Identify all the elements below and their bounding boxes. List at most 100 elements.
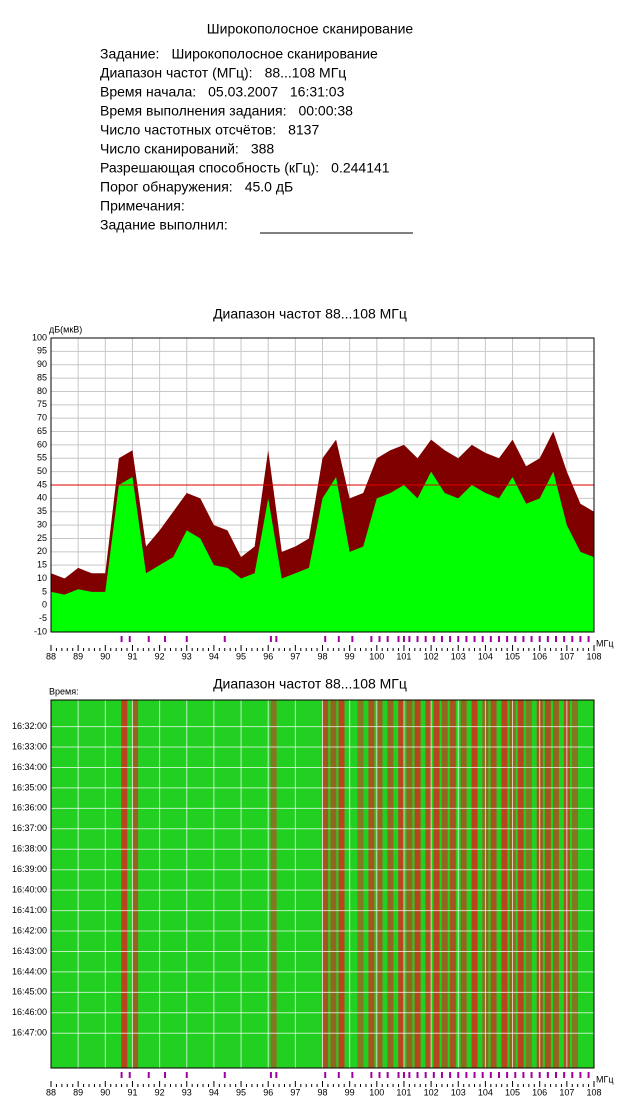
x-tick-label: 108 [586,1087,601,1097]
signal-stripe [571,700,578,1068]
x-tick-label: 106 [532,1087,547,1097]
signal-stripe [121,700,128,1068]
y-tick-label: 60 [37,439,47,449]
y-tick-label: 16:42:00 [12,925,47,935]
signal-stripe [387,700,394,1068]
signal-stripe [376,700,383,1068]
x-tick-label: 92 [155,651,165,661]
x-tick-label: 96 [263,1087,273,1097]
signal-stripe [441,700,448,1068]
y-tick-label: 16:40:00 [12,885,47,895]
x-tick-label: 99 [345,651,355,661]
x-tick-label: 90 [100,651,110,661]
field-value: 88...108 МГц [265,65,347,81]
y-tick-label: 55 [37,453,47,463]
x-tick-label: 97 [290,651,300,661]
y-tick-label: 30 [37,519,47,529]
x-tick-label: 103 [451,1087,466,1097]
y-tick-label: 16:32:00 [12,721,47,731]
signal-stripe [132,700,139,1068]
y-tick-label: 15 [37,560,47,570]
signal-stripe [517,700,524,1068]
y-tick-label: 50 [37,466,47,476]
y-tick-label: 16:37:00 [12,823,47,833]
signal-stripe [490,700,497,1068]
y-tick-label: 25 [37,533,47,543]
y-tick-label: 5 [42,586,47,596]
y-tick-label: 16:43:00 [12,946,47,956]
x-tick-label: 94 [209,1087,219,1097]
y-tick-label: -5 [39,613,47,623]
x-tick-label: 103 [451,651,466,661]
x-tick-label: 93 [182,651,192,661]
field-value: 8137 [288,122,319,138]
x-tick-label: 89 [73,1087,83,1097]
y-tick-label: 40 [37,493,47,503]
signal-stripe [449,700,456,1068]
x-tick-label: 100 [369,1087,384,1097]
field-label: Число частотных отсчётов: [100,122,276,138]
x-tick-label: 107 [559,1087,574,1097]
signal-stripe [357,700,364,1068]
y-tick-label: 16:38:00 [12,844,47,854]
signal-stripe [501,700,508,1068]
x-tick-label: 88 [46,651,56,661]
field-label: Задание выполнил: [100,217,228,233]
y-tick-label: 45 [37,479,47,489]
field-label: Время начала: [100,84,196,100]
x-tick-label: 96 [263,651,273,661]
y-tick-label: 16:34:00 [12,762,47,772]
x-tick-label: 95 [236,1087,246,1097]
signal-stripe [398,700,405,1068]
x-axis-label: МГц [596,1074,614,1084]
y-tick-label: 16:46:00 [12,1007,47,1017]
x-tick-label: 102 [424,651,439,661]
signal-stripe [425,700,432,1068]
y-tick-label: 16:47:00 [12,1028,47,1038]
signal-stripe [433,700,440,1068]
x-tick-label: 104 [478,651,493,661]
signal-stripe [460,700,467,1068]
x-tick-label: 97 [290,1087,300,1097]
x-tick-label: 106 [532,651,547,661]
plot-frame [50,699,595,1069]
signal-stripe [414,700,421,1068]
field-label: Задание: [100,46,159,62]
y-tick-label: 75 [37,399,47,409]
signal-stripe [338,700,345,1068]
x-tick-label: 91 [127,1087,137,1097]
field-label: Число сканирований: [100,141,239,157]
y-tick-label: 70 [37,413,47,423]
field-value: 05.03.2007 16:31:03 [208,84,344,100]
y-tick-label: 16:45:00 [12,987,47,997]
x-tick-label: 89 [73,651,83,661]
chart-title: Диапазон частот 88...108 МГц [213,676,407,692]
y-tick-label: 95 [37,346,47,356]
x-tick-label: 99 [345,1087,355,1097]
x-tick-label: 93 [182,1087,192,1097]
plot-frame [50,337,595,633]
y-tick-label: 20 [37,546,47,556]
y-tick-label: 80 [37,386,47,396]
y-tick-label: 90 [37,359,47,369]
x-tick-label: 104 [478,1087,493,1097]
chart-title: Диапазон частот 88...108 МГц [213,306,407,322]
field-value: Широкополосное сканирование [171,46,378,62]
x-tick-label: 95 [236,651,246,661]
y-tick-label: 16:35:00 [12,782,47,792]
x-tick-label: 94 [209,651,219,661]
y-tick-label: 16:33:00 [12,741,47,751]
x-tick-label: 92 [155,1087,165,1097]
signal-stripe [552,700,559,1068]
x-tick-label: 100 [369,651,384,661]
signal-stripe [368,700,375,1068]
x-tick-label: 90 [100,1087,110,1097]
field-label: Примечания: [100,198,185,214]
x-tick-label: 98 [317,1087,327,1097]
y-tick-label: 10 [37,573,47,583]
x-tick-label: 88 [46,1087,56,1097]
x-tick-label: 101 [396,651,411,661]
field-label: Диапазон частот (МГц): [100,65,253,81]
y-tick-label: -10 [34,626,47,636]
